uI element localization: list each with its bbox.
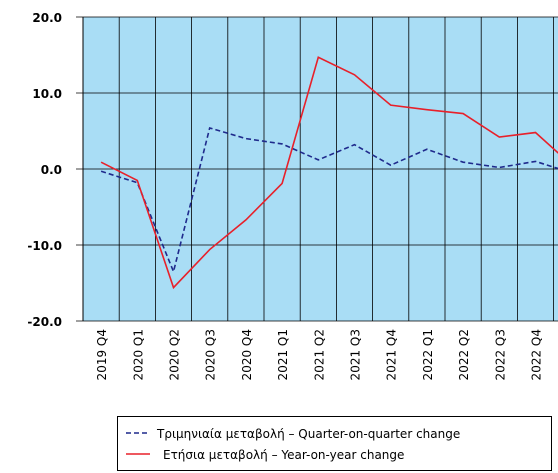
x-tick-label: 2020 Q4 [240, 329, 254, 380]
x-tick-label: 2022 Q1 [421, 329, 435, 380]
y-tick-label: -10.0 [27, 239, 62, 253]
y-tick-label: 20.0 [32, 11, 62, 25]
x-tick-label: 2021 Q4 [385, 329, 399, 380]
x-tick-label: 2019 Q4 [95, 329, 109, 380]
legend-label: Τριμηνιαία μεταβολή – Quarter-on-quarter… [156, 427, 460, 441]
y-tick-label: 0.0 [41, 163, 62, 177]
legend-label: Ετήσια μεταβολή – Year-on-year change [163, 448, 404, 462]
series-line [100, 56, 558, 290]
x-tick-label: 2021 Q1 [276, 329, 290, 380]
series-line [100, 126, 558, 275]
x-tick-label: 2021 Q2 [312, 329, 326, 380]
y-tick-label: 10.0 [32, 87, 62, 101]
x-tick-label: 2020 Q1 [131, 329, 145, 380]
x-tick-label: 2022 Q2 [457, 329, 471, 380]
x-tick-label: 2022 Q3 [493, 329, 507, 380]
x-tick-label: 2020 Q3 [204, 329, 218, 380]
x-tick-label: 2020 Q2 [168, 329, 182, 380]
x-tick-label: 2021 Q3 [349, 329, 363, 380]
y-tick-label: -20.0 [27, 315, 62, 329]
legend-box [117, 416, 552, 471]
x-tick-label: 2022 Q4 [530, 329, 544, 380]
